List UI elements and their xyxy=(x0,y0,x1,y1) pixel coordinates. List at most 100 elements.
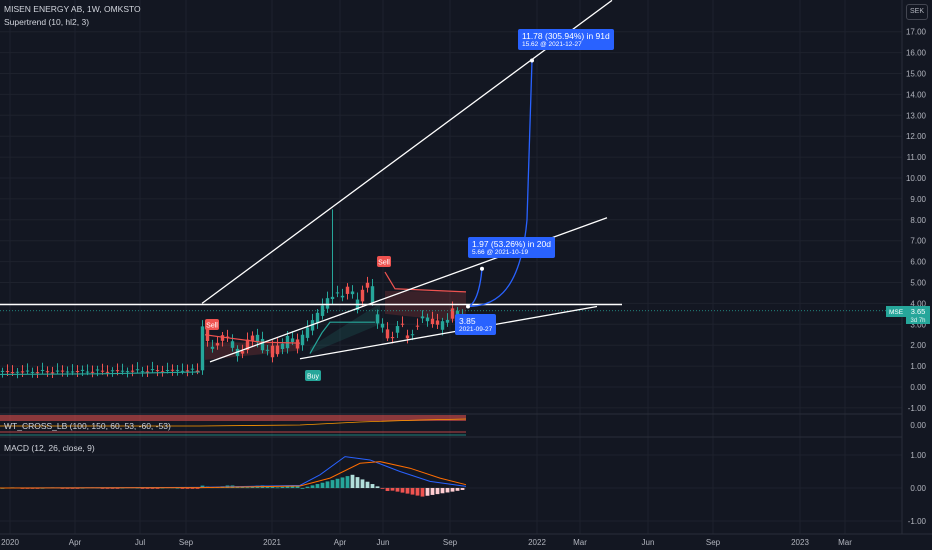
macd-histogram-bar xyxy=(145,488,150,489)
macd-histogram-bar xyxy=(380,488,385,489)
candle-body xyxy=(380,323,385,328)
supertrend-band-bull xyxy=(310,303,380,354)
candle xyxy=(265,345,270,356)
candle xyxy=(440,317,445,336)
candle-body xyxy=(350,291,355,295)
macd-histogram-bar xyxy=(320,482,325,488)
candle-body xyxy=(65,371,70,373)
candle xyxy=(210,339,215,353)
candle xyxy=(405,329,410,344)
macd-histogram-bar xyxy=(60,488,65,489)
sell-label-1: Sell xyxy=(206,323,218,330)
candle-body xyxy=(60,370,65,372)
supertrend-legend[interactable]: Supertrend (10, hl2, 3) xyxy=(4,17,90,27)
macd-panel xyxy=(0,456,467,497)
macd-histogram-bar xyxy=(70,488,75,489)
time-tick-label: 2022 xyxy=(528,538,546,547)
macd-histogram-bar xyxy=(240,487,245,488)
candle xyxy=(390,331,395,344)
candle xyxy=(360,285,365,307)
macd-histogram-bar xyxy=(455,488,460,491)
candle-body xyxy=(45,371,50,373)
candle-body xyxy=(15,371,20,373)
projection-curve-short xyxy=(467,268,483,308)
candle-body xyxy=(240,351,245,354)
wt-tick-label: 0.00 xyxy=(910,421,926,430)
candle xyxy=(415,318,420,330)
candle xyxy=(160,365,165,377)
candle-body xyxy=(155,370,160,372)
candle-body xyxy=(255,334,260,343)
candle xyxy=(275,338,280,357)
candle-body xyxy=(55,370,60,372)
projection-annotation-3: 3.85 2021-09-27 xyxy=(455,314,497,335)
candle xyxy=(400,316,405,328)
candle-body xyxy=(300,334,305,346)
macd-histogram-bar xyxy=(450,488,455,492)
candle xyxy=(15,368,20,379)
macd-histogram-bar xyxy=(155,488,160,489)
time-tick-label: 2020 xyxy=(1,538,19,547)
candle-body xyxy=(90,371,95,373)
price-tick-label: 12.00 xyxy=(906,132,927,141)
macd-histogram-bar xyxy=(395,488,400,492)
currency-badge[interactable]: SEK xyxy=(906,4,928,20)
candle-body xyxy=(335,292,340,294)
price-symbol: MSE xyxy=(889,309,904,316)
candle-body xyxy=(245,339,250,350)
sell-signal-2: Sell xyxy=(377,256,391,267)
macd-histogram-bar xyxy=(65,488,70,489)
candle-body xyxy=(185,370,190,372)
projection-1-change: 11.78 (305.94%) in 91d xyxy=(522,31,610,41)
candle-body xyxy=(345,286,350,294)
candle xyxy=(145,365,150,378)
buy-signal: Buy xyxy=(305,370,321,381)
macd-histogram-bar xyxy=(325,481,330,488)
candle-body xyxy=(340,295,345,298)
candle-body xyxy=(405,335,410,339)
chart-title: MISEN ENERGY AB, 1W, OMKSTO xyxy=(4,4,141,14)
candle-body xyxy=(420,316,425,319)
macd-histogram-bar xyxy=(175,487,180,489)
grid xyxy=(0,0,902,534)
drawings xyxy=(0,0,902,363)
price-tick-label: 13.00 xyxy=(906,111,927,120)
candle-body xyxy=(260,338,265,351)
candle xyxy=(250,331,255,347)
macd-histogram-bar xyxy=(275,487,280,489)
candle xyxy=(90,365,95,378)
time-tick-label: Apr xyxy=(334,538,347,547)
candle xyxy=(30,367,35,378)
macd-histogram-bar xyxy=(440,488,445,494)
candle xyxy=(190,364,195,376)
time-tick-label: 2023 xyxy=(791,538,809,547)
macd-histogram-bar xyxy=(350,474,355,488)
candle xyxy=(45,366,50,377)
macd-histogram-bar xyxy=(365,481,370,488)
supertrend-green-1 xyxy=(0,371,201,376)
wt-legend[interactable]: WT_CROSS_LB (100, 150, 60, 53, -60, -53) xyxy=(4,421,171,431)
macd-legend[interactable]: MACD (12, 26, close, 9) xyxy=(4,443,95,453)
candle-body xyxy=(265,349,270,351)
candle-body xyxy=(35,372,40,374)
candle xyxy=(65,366,70,377)
macd-histogram-bar xyxy=(375,486,380,488)
candle-body xyxy=(365,282,370,288)
projection-target-2 xyxy=(480,266,484,271)
candle-body xyxy=(5,371,10,373)
macd-tick-label: 1.00 xyxy=(910,451,926,460)
price-tick-label: 0.00 xyxy=(910,383,926,392)
candle-body xyxy=(105,371,110,373)
candle xyxy=(60,365,65,377)
macd-tick-label: 0.00 xyxy=(910,484,926,493)
candle xyxy=(185,364,190,377)
candle-body xyxy=(125,371,130,373)
macd-histogram-bar xyxy=(105,488,110,489)
candle xyxy=(135,362,140,374)
candle-body xyxy=(330,296,335,300)
macd-histogram-bar xyxy=(110,488,115,489)
time-tick-label: Apr xyxy=(69,538,82,547)
candle-body xyxy=(315,312,320,324)
